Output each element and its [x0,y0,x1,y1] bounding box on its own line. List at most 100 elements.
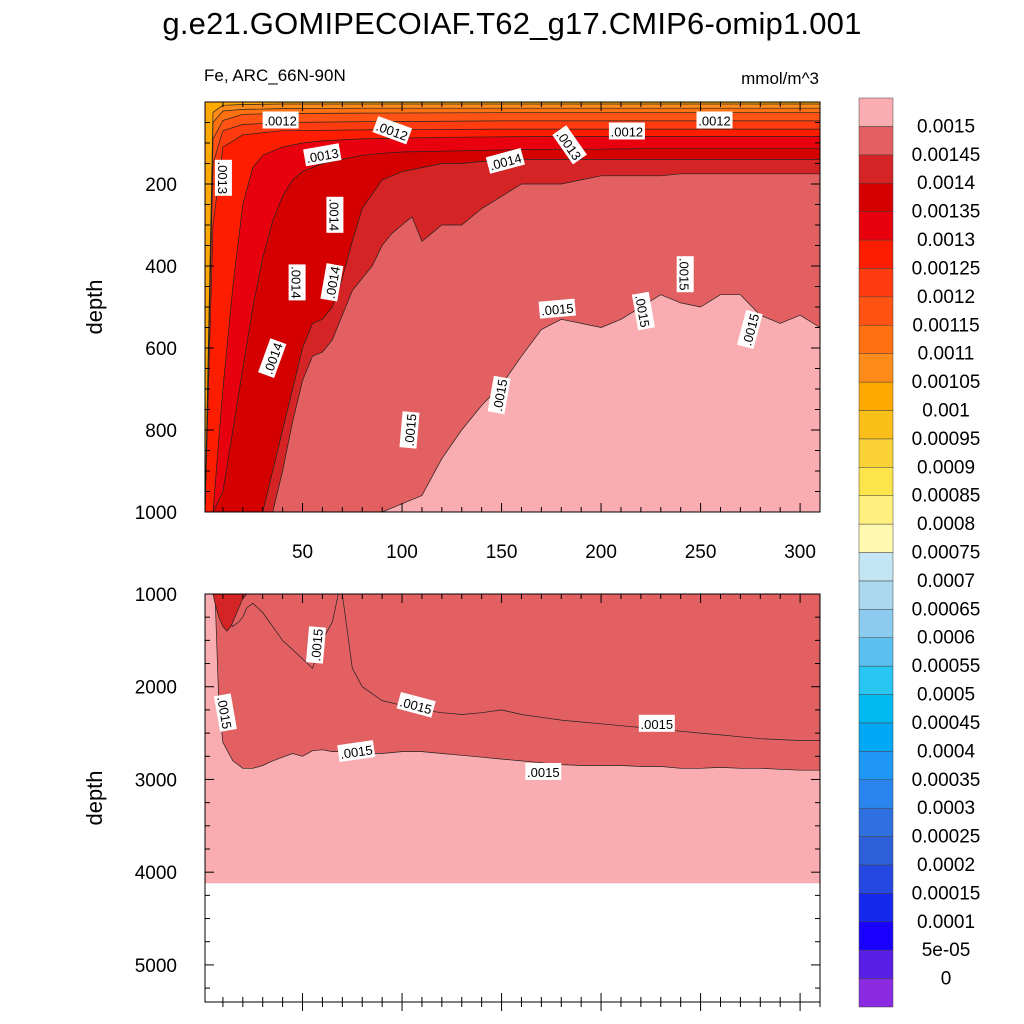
contour-label: .0014 [288,264,306,301]
colorbar-tick-label: 0.00105 [912,372,981,393]
y-tick-label: 3000 [135,770,177,791]
contour-label: .0015 [305,626,327,664]
colorbar-tick-label: 0.00065 [912,599,981,620]
colorbar-tick-label: 0.0006 [917,628,975,649]
colorbar-swatch [858,864,894,894]
seafloor-mask [205,883,820,1002]
contour-label: .0015 [631,291,655,331]
colorbar-tick-label: 0.00115 [912,315,979,336]
colorbar-swatch [858,97,894,127]
contour-band [218,594,820,741]
colorbar-swatch [858,978,894,1008]
contour-label-text: .0015 [540,301,574,319]
contour-label-box [305,626,327,664]
y-tick-label: 2000 [135,678,177,699]
contour-band [212,594,248,632]
contour-label: .0015 [399,411,420,449]
contour-label-text: .0015 [490,378,510,413]
colorbar-tick-label: 0.0003 [917,798,975,819]
units-label: mmol/m^3 [741,69,819,88]
colorbar: 0 5e-05 0.0001 0.00015 0.0002 0.00025 0.0003 0.… [858,97,981,1008]
colorbar-tick-label: 0.0009 [917,457,975,478]
x-tick-label: 200 [585,542,617,563]
contour-label-box [372,116,413,145]
contour-label-box [736,309,763,350]
y-tick-label: 200 [145,175,177,196]
contour-label-box [288,264,306,301]
upper-depth-panel: .0012.0012.0013.0013.0014.0014.0013.0012… [82,101,821,563]
contour-label-text: .0015 [641,717,674,732]
contour-label-text: .0015 [308,628,326,662]
colorbar-tick-label: 0.0001 [917,912,975,933]
contour-label-box [638,714,675,732]
colorbar-tick-label: 0.00035 [912,770,981,791]
colorbar-swatch [858,836,894,866]
x-tick-label: 300 [784,542,816,563]
contour-label-text: .0015 [677,258,692,291]
contour-label: .0015 [487,375,511,415]
contour-label-text: .0013 [305,146,340,166]
contour-label-box [696,111,733,129]
colorbar-swatch [858,353,894,383]
contour-label-box [262,111,299,129]
contour-label-box [213,693,237,732]
contour-label: .0015 [638,714,675,732]
contour-label: .0015 [213,693,237,732]
colorbar-swatch [858,126,894,156]
contour-band [205,102,820,512]
colorbar-swatch [858,751,894,781]
x-tick-label: 50 [292,542,313,563]
colorbar-swatch [858,665,894,695]
contour-label: .0012 [608,122,645,140]
colorbar-tick-label: 0.0011 [918,344,975,365]
colorbar-tick-label: 0.0008 [917,514,975,535]
colorbar-swatch [858,949,894,979]
contour-label-box [399,411,420,449]
y-tick-label: 4000 [135,863,177,884]
colorbar-tick-label: 5e-05 [922,940,971,961]
contour-label-box [538,298,576,319]
colorbar-tick-label: 0.00145 [912,145,981,166]
contour-label-box [552,125,587,165]
contour-label-box [320,263,344,302]
colorbar-tick-label: 0.0007 [917,571,975,592]
contour-label-text: .0012 [264,114,297,129]
contour-label: .0012 [262,111,299,129]
colorbar-swatch [858,154,894,184]
colorbar-swatch [858,296,894,326]
contour-label-box [337,740,376,763]
colorbar-swatch [858,779,894,809]
colorbar-swatch [858,637,894,667]
colorbar-swatch [858,552,894,582]
plot-area [205,102,820,512]
contour-label-box [525,763,562,780]
colorbar-tick-label: 0.0013 [917,230,975,251]
x-tick-label: 250 [685,542,717,563]
y-tick-label: 400 [145,257,177,278]
colorbar-swatch [858,495,894,525]
contour-label: .0014 [326,196,344,233]
colorbar-tick-label: 0.00015 [912,883,981,904]
colorbar-tick-label: 0.00135 [912,202,981,223]
colorbar-swatch [858,211,894,241]
y-tick-label: 5000 [135,956,177,977]
contour-band [205,102,820,512]
contour-label-text: .0015 [214,695,234,730]
contour-label-box [258,338,287,378]
y-axis-title: depth [82,279,107,334]
contour-label: .0014 [320,263,344,302]
colorbar-swatch [858,893,894,923]
colorbar-swatch [858,467,894,496]
contour-label-text: .0015 [632,294,652,329]
y-tick-label: 1000 [135,585,177,606]
y-axis-title: depth [82,770,107,825]
colorbar-swatch [858,694,894,724]
colorbar-swatch [858,580,894,610]
colorbar-tick-label: 0.0015 [917,116,975,137]
contour-label: .0012 [696,111,733,129]
colorbar-swatch [858,438,894,468]
page-title: g.e21.GOMIPECOIAF.T62_g17.CMIP6-omip1.00… [162,6,862,41]
contour-label-box [214,159,232,196]
contour-label: .0015 [538,298,576,319]
plot-frame [204,593,821,1003]
